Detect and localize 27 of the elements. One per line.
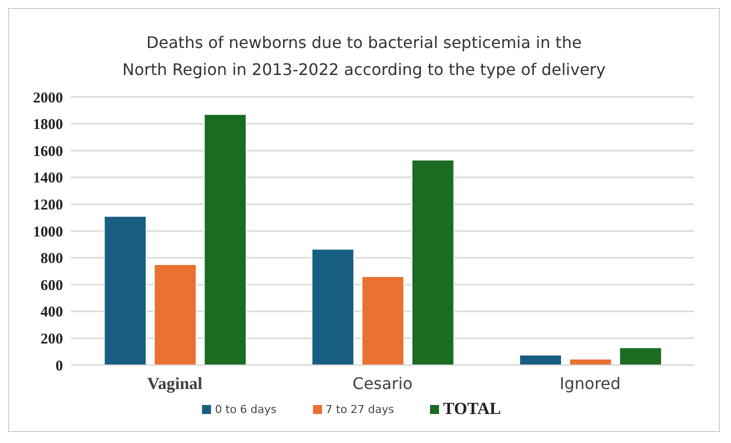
bar	[569, 358, 612, 365]
y-tick-label: 1600	[33, 144, 63, 160]
bar	[154, 264, 197, 365]
x-tick-label: Ignored	[560, 374, 621, 393]
x-tick-label: Vaginal	[147, 374, 203, 393]
chart-title: Deaths of newborns due to bacterial septicemia in the North Region in 2013-2022 according to the type of delivery	[121, 32, 607, 81]
bar	[519, 354, 562, 365]
y-tick-label: 1200	[33, 198, 63, 214]
y-tick-label: 1000	[33, 224, 63, 240]
y-tick-label: 600	[40, 278, 63, 294]
bar	[104, 216, 147, 365]
bar	[204, 114, 247, 365]
x-tick-label: Cesario	[352, 374, 412, 393]
y-tick-label: 1800	[33, 117, 63, 134]
y-tick-label: 400	[40, 304, 63, 321]
y-tick-label: 800	[40, 251, 63, 268]
bar	[411, 159, 454, 365]
legend-label: 7 to 27 days	[326, 402, 394, 416]
legend-label: TOTAL	[443, 399, 501, 419]
y-tick-label: 2000	[33, 90, 63, 106]
y-tick-label: 0	[56, 358, 63, 374]
bar	[311, 248, 354, 365]
y-tick-label: 200	[40, 332, 63, 348]
legend-label: 0 to 6 days	[215, 402, 277, 416]
bar	[619, 347, 662, 365]
bar	[361, 276, 404, 365]
y-tick-label: 1400	[33, 170, 63, 187]
